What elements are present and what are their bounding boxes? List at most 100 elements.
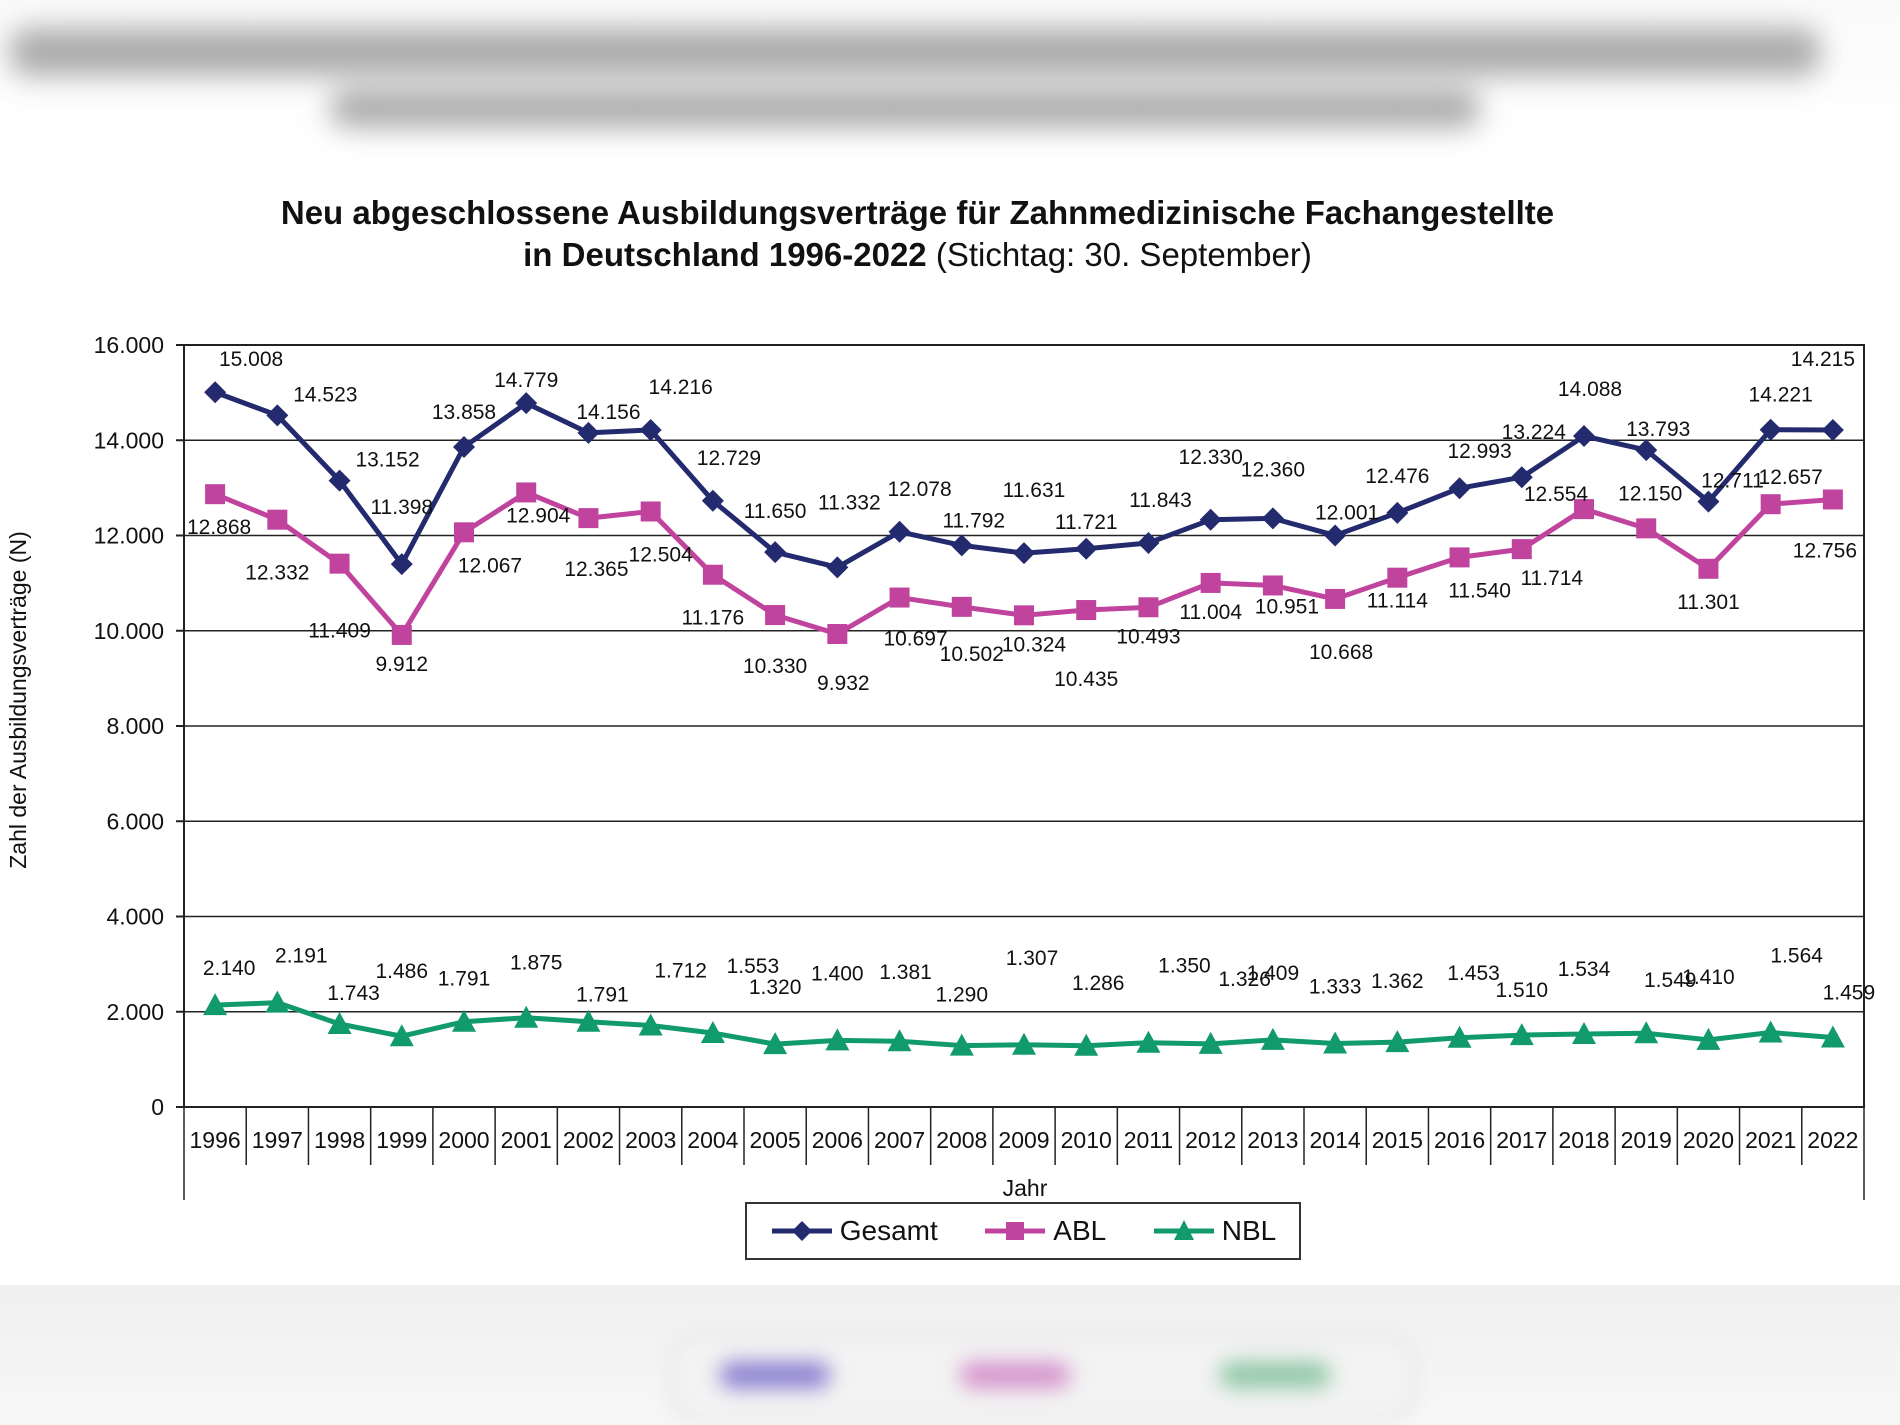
data-label-abl: 11.409 [308, 620, 371, 643]
data-point-abl [640, 501, 661, 522]
x-tick-label: 2008 [936, 1127, 987, 1153]
y-tick-label: 0 [151, 1094, 164, 1120]
data-label-gesamt: 12.330 [1179, 446, 1243, 469]
data-point-gesamt [1510, 466, 1533, 489]
data-point-gesamt [328, 469, 351, 492]
y-tick-label: 10.000 [94, 618, 164, 644]
blurred-heading-line-2 [330, 88, 1480, 128]
data-label-nbl: 1.712 [654, 959, 707, 982]
data-label-gesamt: 11.721 [1055, 511, 1118, 534]
data-point-nbl [576, 1009, 601, 1032]
legend-swatch-nbl [1153, 1220, 1214, 1240]
data-point-nbl [1696, 1027, 1721, 1050]
data-label-nbl: 1.350 [1158, 955, 1211, 978]
data-label-nbl: 2.191 [275, 945, 328, 968]
data-point-nbl [763, 1032, 788, 1055]
data-label-abl: 12.332 [245, 562, 309, 585]
x-tick-label: 2001 [501, 1127, 552, 1153]
data-point-gesamt [826, 556, 849, 579]
chart-title-line-2: in Deutschland 1996-2022 (Stichtag: 30. … [0, 234, 1835, 276]
data-point-abl [391, 624, 412, 645]
data-label-abl: 11.004 [1179, 601, 1242, 624]
chart-title: Neu abgeschlossene Ausbildungsverträge f… [0, 192, 1835, 276]
x-tick-label: 2002 [563, 1127, 614, 1153]
data-point-abl [1138, 597, 1159, 618]
x-tick-label: 2017 [1496, 1127, 1547, 1153]
legend-swatch-abl [985, 1222, 1046, 1240]
data-point-abl [1262, 575, 1283, 596]
data-point-gesamt [453, 436, 475, 459]
x-tick-label: 1999 [376, 1127, 427, 1153]
data-point-abl [578, 508, 599, 529]
data-point-abl [205, 484, 226, 505]
data-point-nbl [452, 1009, 476, 1032]
data-label-abl: 11.301 [1677, 591, 1740, 614]
data-label-nbl: 1.400 [811, 962, 864, 985]
data-label-gesamt: 14.221 [1749, 384, 1813, 407]
x-tick-label: 2009 [998, 1127, 1049, 1153]
x-tick-label: 2013 [1247, 1127, 1298, 1153]
data-point-abl [765, 605, 786, 626]
data-label-nbl: 1.333 [1309, 976, 1362, 999]
data-point-abl [329, 553, 350, 574]
data-point-abl [951, 596, 972, 617]
data-point-gesamt [764, 541, 787, 564]
y-tick-label: 16.000 [94, 332, 164, 358]
y-tick-label: 4.000 [106, 904, 164, 930]
data-label-abl: 9.932 [817, 672, 870, 695]
data-point-nbl [327, 1011, 352, 1034]
data-point-abl [1822, 489, 1843, 510]
x-tick-label: 2012 [1185, 1127, 1236, 1153]
data-label-gesamt: 15.008 [219, 348, 283, 371]
x-tick-label: 2011 [1124, 1127, 1173, 1153]
data-point-abl [1200, 572, 1221, 593]
y-axis-label: Zahl der Ausbildungsverträge (N) [5, 531, 31, 869]
data-label-abl: 12.904 [506, 504, 571, 527]
data-label-abl: 10.435 [1054, 668, 1118, 691]
legend-label-abl: ABL [1053, 1215, 1107, 1246]
x-tick-label: 2000 [438, 1127, 489, 1153]
data-point-gesamt [1759, 418, 1782, 441]
data-label-gesamt: 14.779 [494, 369, 558, 392]
data-label-gesamt: 13.152 [355, 449, 419, 472]
x-axis-label: Jahr [1003, 1175, 1048, 1201]
data-point-abl [1511, 539, 1532, 560]
data-label-gesamt: 13.793 [1626, 418, 1690, 441]
data-label-abl: 11.176 [682, 607, 745, 630]
data-label-abl: 10.324 [1002, 633, 1067, 656]
chart-title-line-2-bold: in Deutschland 1996-2022 [523, 236, 927, 273]
data-label-gesamt: 12.711 [1701, 470, 1764, 493]
data-point-abl [1698, 558, 1719, 579]
data-point-abl [1574, 499, 1594, 520]
data-point-nbl [1012, 1032, 1036, 1055]
data-point-gesamt [515, 392, 538, 415]
data-point-abl [827, 623, 848, 644]
data-label-nbl: 1.791 [576, 984, 629, 1007]
x-tick-label: 2020 [1683, 1127, 1734, 1153]
data-label-abl: 12.657 [1759, 466, 1823, 489]
data-label-nbl: 1.307 [1006, 947, 1059, 970]
data-point-nbl [1820, 1025, 1845, 1048]
data-label-gesamt: 12.078 [887, 478, 951, 501]
data-label-gesamt: 14.523 [293, 383, 357, 406]
x-tick-label: 2005 [750, 1127, 801, 1153]
data-label-abl: 10.493 [1116, 625, 1180, 648]
data-label-abl: 10.330 [743, 655, 807, 678]
data-point-nbl [1136, 1030, 1161, 1053]
legend-item-gesamt: Gesamt [770, 1215, 938, 1247]
data-point-nbl [1260, 1027, 1285, 1050]
data-label-nbl: 1.290 [935, 984, 988, 1007]
data-point-nbl [265, 990, 290, 1013]
data-point-nbl [825, 1028, 850, 1051]
legend-label-gesamt: Gesamt [839, 1215, 938, 1246]
data-label-abl: 9.912 [375, 653, 428, 676]
x-axis: 1996 1997 1998 1999 2000 2001 2002 2003 2004 2005… [183, 1107, 1865, 1200]
data-point-nbl [1572, 1021, 1596, 1044]
x-tick-label: 1996 [190, 1127, 241, 1153]
data-label-gesamt: 11.843 [1129, 489, 1192, 512]
data-point-nbl [1509, 1023, 1534, 1046]
x-tick-label: 2014 [1310, 1127, 1361, 1153]
x-tick-label: 2003 [625, 1127, 676, 1153]
data-label-gesamt: 14.216 [649, 376, 713, 399]
data-label-nbl: 1.362 [1371, 970, 1424, 993]
